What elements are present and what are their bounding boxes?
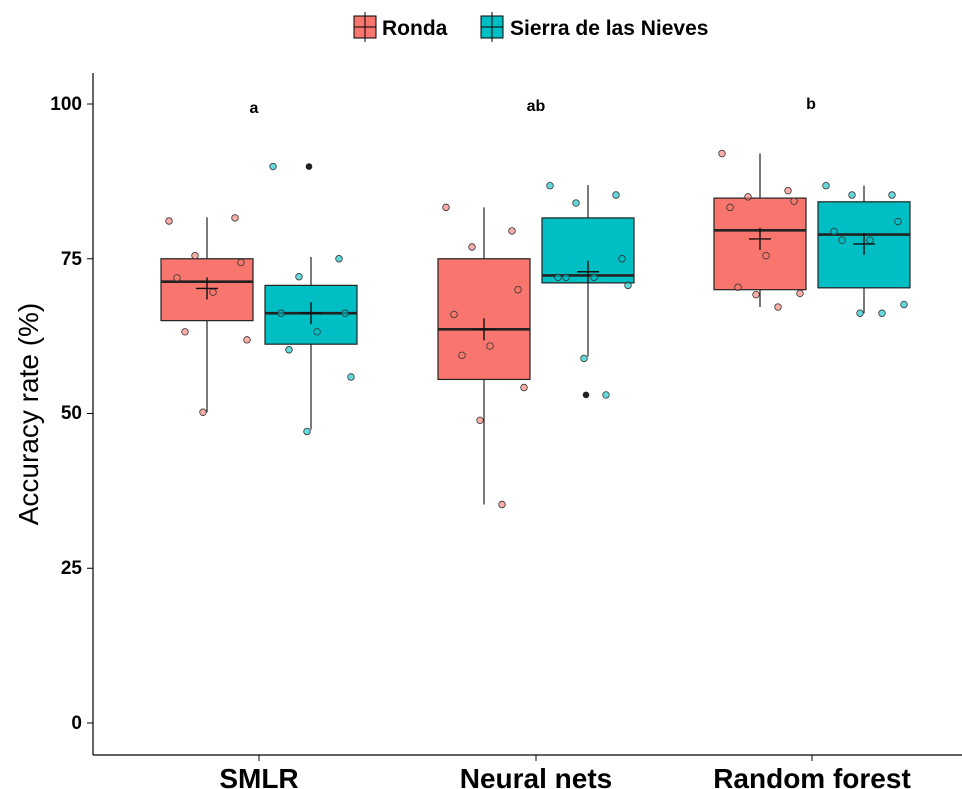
data-point-ronda (191, 251, 199, 260)
y-tick-label: 0 (71, 713, 82, 734)
data-point-ronda (774, 303, 782, 311)
data-point-ronda (486, 342, 494, 350)
outlier-point-sierra (582, 391, 590, 399)
data-point-sierra (303, 427, 311, 436)
data-point-ronda (508, 227, 516, 235)
data-point-ronda (209, 288, 217, 296)
y-axis-title: Accuracy rate (%) (13, 303, 44, 526)
x-category-label-smlr: SMLR (219, 763, 298, 789)
plot-marks (160, 149, 911, 509)
data-point-sierra (848, 191, 856, 199)
data-point-sierra (618, 255, 626, 263)
x-category-label-random-forest: Random forest (713, 763, 911, 789)
data-point-sierra (335, 255, 343, 263)
data-point-ronda (476, 416, 484, 425)
data-point-sierra (590, 273, 598, 282)
data-point-ronda (734, 283, 742, 291)
significance-letter-random-forest: b (806, 96, 816, 113)
data-point-sierra (580, 354, 588, 363)
data-point-ronda (752, 290, 760, 299)
data-point-ronda (718, 149, 726, 158)
data-point-ronda (790, 197, 798, 205)
data-point-sierra (878, 309, 886, 317)
data-point-ronda (796, 289, 804, 298)
legend-item-ronda: Ronda (353, 12, 448, 42)
data-point-sierra (866, 236, 874, 244)
y-tick-label: 100 (50, 94, 82, 115)
legend-label-ronda: Ronda (382, 17, 448, 40)
data-point-sierra (624, 281, 632, 290)
y-ticks: 0 25 50 75 100 (50, 94, 93, 734)
outlier-point-sierra (305, 163, 313, 170)
data-point-ronda (520, 383, 528, 392)
data-point-sierra (341, 309, 349, 317)
data-point-ronda (237, 258, 245, 267)
data-point-sierra (295, 273, 303, 281)
data-point-sierra (269, 162, 277, 171)
data-point-ronda (173, 274, 181, 282)
y-tick-label: 75 (61, 249, 83, 270)
data-point-sierra (612, 191, 620, 199)
legend-item-sierra: Sierra de las Nieves (480, 12, 708, 42)
y-tick-label: 25 (61, 558, 83, 579)
legend-label-sierra: Sierra de las Nieves (510, 17, 708, 40)
data-point-sierra (830, 227, 838, 236)
data-point-sierra (894, 217, 902, 226)
data-point-ronda (762, 251, 770, 260)
data-point-ronda (784, 186, 792, 195)
data-point-sierra (562, 273, 570, 282)
data-point-sierra (900, 300, 908, 309)
data-point-ronda (458, 351, 466, 360)
data-point-sierra (888, 191, 896, 199)
data-point-sierra (822, 182, 830, 190)
significance-letter-smlr: a (250, 100, 259, 117)
x-category-label-neural-nets: Neural nets (460, 763, 613, 789)
data-point-sierra (347, 373, 355, 381)
data-point-ronda (726, 203, 734, 212)
data-point-sierra (572, 199, 580, 207)
data-point-sierra (285, 346, 293, 354)
y-tick-label: 50 (61, 403, 82, 424)
data-point-ronda (181, 328, 189, 336)
data-point-sierra (546, 182, 554, 190)
data-point-ronda (498, 500, 506, 509)
x-ticks: SMLR Neural nets Random forest (219, 755, 911, 789)
significance-letter-neural-nets: ab (527, 98, 546, 115)
data-point-sierra (277, 309, 285, 317)
data-point-ronda (450, 310, 458, 319)
data-point-sierra (856, 309, 864, 317)
data-point-ronda (199, 408, 207, 416)
data-point-ronda (243, 336, 251, 344)
data-point-sierra (313, 328, 321, 336)
data-point-ronda (442, 203, 450, 212)
data-point-ronda (468, 243, 476, 251)
data-point-ronda (514, 286, 522, 294)
data-point-sierra (602, 391, 610, 399)
significance-letters: a ab b (250, 96, 817, 117)
data-point-sierra (838, 236, 846, 244)
data-point-ronda (744, 193, 752, 201)
data-point-ronda (231, 214, 239, 222)
data-point-ronda (165, 217, 173, 225)
data-point-sierra (554, 273, 562, 282)
legend: Ronda Sierra de las Nieves (353, 12, 708, 42)
